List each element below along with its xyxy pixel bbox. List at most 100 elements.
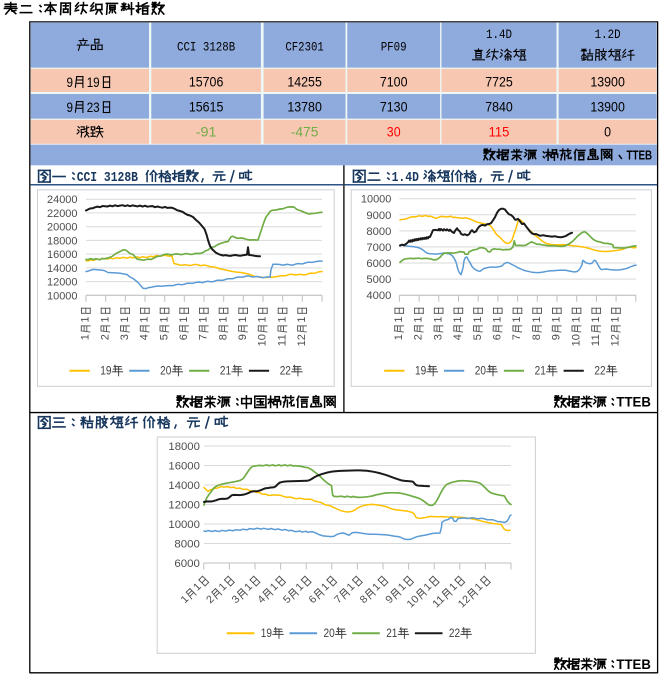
svg-text:22000: 22000 (47, 208, 78, 220)
svg-text:1: 1 (80, 334, 92, 340)
svg-text:11: 11 (590, 334, 602, 346)
svg-text:PF09: PF09 (381, 39, 407, 54)
svg-text:9000: 9000 (366, 210, 391, 222)
svg-text:16000: 16000 (168, 461, 200, 473)
svg-text:1: 1 (531, 316, 543, 322)
svg-text:TTEB: TTEB (616, 657, 651, 672)
svg-text:19: 19 (100, 366, 111, 378)
svg-text:1: 1 (551, 316, 563, 322)
svg-text:14000: 14000 (47, 263, 78, 275)
svg-text:30: 30 (387, 124, 401, 139)
svg-text:1.4D: 1.4D (486, 27, 512, 42)
svg-text:6000: 6000 (174, 558, 200, 570)
svg-text:3: 3 (119, 334, 131, 340)
svg-text:16000: 16000 (47, 249, 78, 261)
svg-text:4000: 4000 (366, 290, 391, 302)
svg-text:15615: 15615 (189, 99, 224, 114)
svg-text:CF2301: CF2301 (285, 39, 324, 54)
svg-text:14000: 14000 (168, 480, 200, 492)
svg-text:6: 6 (492, 334, 504, 340)
svg-text:8: 8 (531, 334, 543, 340)
svg-text:CCI 3128B: CCI 3128B (177, 39, 235, 54)
svg-text:20: 20 (475, 366, 486, 378)
svg-text:7000: 7000 (366, 242, 391, 254)
svg-text:22: 22 (594, 366, 605, 378)
svg-text:-475: -475 (291, 124, 319, 139)
svg-text:1: 1 (198, 316, 210, 322)
svg-text:8000: 8000 (174, 539, 200, 551)
svg-text:10000: 10000 (361, 194, 392, 206)
svg-text:14255: 14255 (287, 75, 322, 90)
svg-text:1: 1 (178, 316, 190, 322)
svg-text:22: 22 (280, 366, 291, 378)
svg-text:19: 19 (415, 366, 426, 378)
svg-text:9: 9 (551, 334, 563, 340)
svg-text:1: 1 (393, 316, 405, 322)
svg-text:21: 21 (220, 366, 231, 378)
svg-text:8: 8 (217, 334, 229, 340)
svg-text:5: 5 (472, 334, 484, 340)
svg-text:1: 1 (393, 334, 405, 340)
svg-text:7100: 7100 (380, 75, 408, 90)
svg-text:6000: 6000 (366, 258, 391, 270)
svg-text:1: 1 (158, 316, 170, 322)
svg-text:1: 1 (590, 316, 602, 322)
svg-text:7840: 7840 (485, 99, 513, 114)
svg-text:1: 1 (139, 316, 151, 322)
svg-text:1: 1 (296, 316, 308, 322)
svg-text:1: 1 (570, 316, 582, 322)
svg-text:23: 23 (87, 100, 100, 115)
svg-text:10: 10 (570, 334, 582, 346)
svg-text:12: 12 (296, 334, 308, 346)
svg-text:1: 1 (217, 316, 229, 322)
svg-text:1: 1 (119, 316, 131, 322)
svg-text:15706: 15706 (189, 75, 224, 90)
svg-text:1: 1 (276, 316, 288, 322)
svg-text:20: 20 (324, 628, 335, 640)
svg-text:1: 1 (492, 316, 504, 322)
svg-text:21: 21 (386, 628, 397, 640)
svg-text:1.2D: 1.2D (595, 27, 621, 42)
svg-text:4: 4 (452, 334, 464, 340)
svg-text:1.4D: 1.4D (392, 171, 419, 186)
svg-text:8000: 8000 (366, 226, 391, 238)
svg-text:1: 1 (99, 316, 111, 322)
svg-text:11: 11 (276, 334, 288, 346)
svg-text:24000: 24000 (47, 194, 78, 206)
svg-text:12000: 12000 (168, 500, 200, 512)
svg-text:TTEB: TTEB (627, 148, 653, 163)
svg-text:18000: 18000 (168, 441, 200, 453)
svg-text:13900: 13900 (590, 75, 625, 90)
svg-text:19: 19 (87, 75, 100, 90)
svg-text:1: 1 (237, 316, 249, 322)
svg-text:5000: 5000 (366, 274, 391, 286)
svg-text:2: 2 (99, 334, 111, 340)
svg-text:6: 6 (178, 334, 190, 340)
svg-text:7130: 7130 (380, 99, 408, 114)
svg-text:18000: 18000 (47, 235, 78, 247)
svg-text:2: 2 (413, 334, 425, 340)
svg-text:1: 1 (511, 316, 523, 322)
svg-text:7: 7 (198, 334, 210, 340)
svg-text:20000: 20000 (47, 222, 78, 234)
svg-text:CCI 3128B: CCI 3128B (77, 171, 138, 186)
svg-text:13780: 13780 (287, 99, 322, 114)
svg-text:7725: 7725 (485, 75, 513, 90)
svg-text:9: 9 (67, 100, 74, 115)
svg-text:12000: 12000 (47, 277, 78, 289)
svg-text:19: 19 (261, 628, 272, 640)
svg-text:1: 1 (472, 316, 484, 322)
svg-text:1: 1 (413, 316, 425, 322)
svg-text:9: 9 (67, 75, 74, 90)
svg-text:9: 9 (237, 334, 249, 340)
svg-text:4: 4 (139, 334, 151, 340)
svg-text:22: 22 (449, 628, 460, 640)
svg-text:115: 115 (489, 124, 510, 139)
svg-text:5: 5 (158, 334, 170, 340)
svg-text:12: 12 (610, 334, 622, 346)
svg-text:10: 10 (257, 334, 269, 346)
svg-text:-91: -91 (196, 124, 217, 139)
svg-text:TTEB: TTEB (616, 395, 651, 410)
svg-text:10000: 10000 (168, 519, 200, 531)
svg-text:13900: 13900 (590, 99, 625, 114)
